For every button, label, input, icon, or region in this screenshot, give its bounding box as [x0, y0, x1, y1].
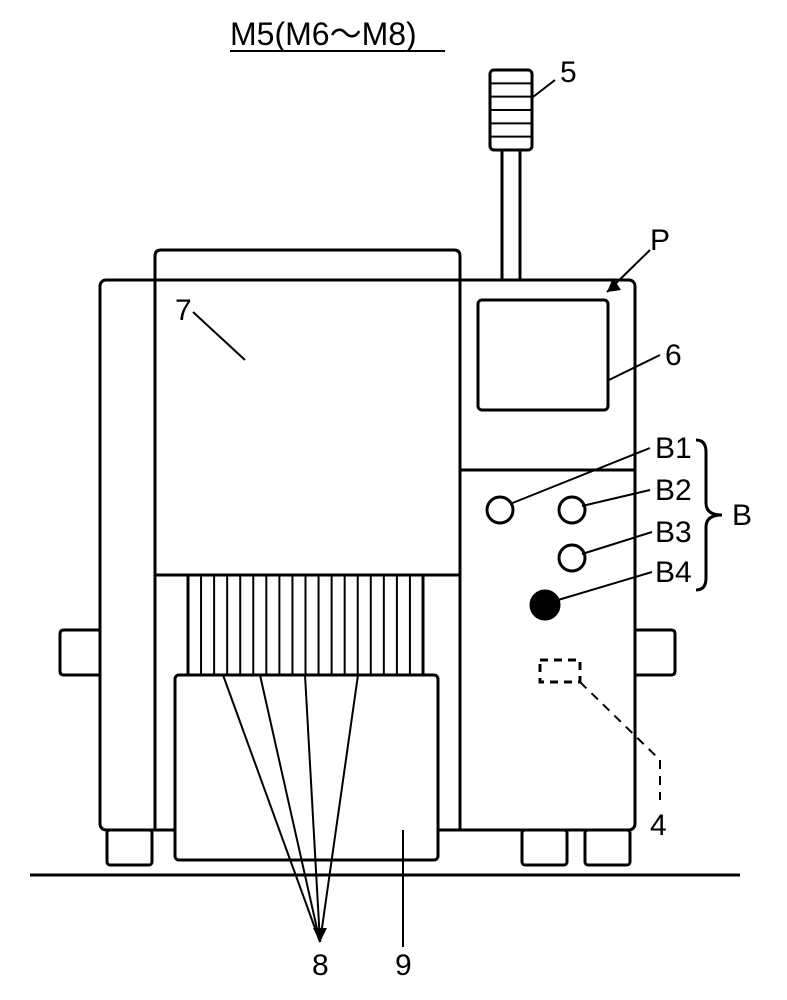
button-b2[interactable]	[559, 497, 585, 523]
display-screen[interactable]	[478, 300, 608, 410]
machine-foot	[585, 830, 630, 865]
side-tab-right	[635, 630, 675, 675]
diagram-title: M5(M6～M8)	[230, 16, 417, 52]
label-7: 7	[175, 294, 192, 327]
machine-foot	[522, 830, 567, 865]
button-b4[interactable]	[531, 591, 559, 619]
button-b3[interactable]	[559, 545, 585, 571]
side-tab-left	[60, 630, 100, 675]
machine-foot	[107, 830, 152, 865]
label-4: 4	[650, 809, 667, 842]
label-b1: B1	[655, 432, 692, 465]
port-4	[540, 660, 580, 682]
tower-pole	[502, 150, 520, 280]
label-b4: B4	[655, 556, 692, 589]
brace-b	[696, 440, 722, 590]
label-9: 9	[395, 949, 412, 982]
label-b2: B2	[655, 474, 692, 507]
label-b3: B3	[655, 516, 692, 549]
button-b1[interactable]	[487, 497, 513, 523]
label-6: 6	[665, 339, 682, 372]
label-8: 8	[312, 949, 329, 982]
label-5: 5	[560, 56, 577, 89]
label-p: P	[650, 224, 670, 257]
label-b: B	[732, 499, 752, 532]
